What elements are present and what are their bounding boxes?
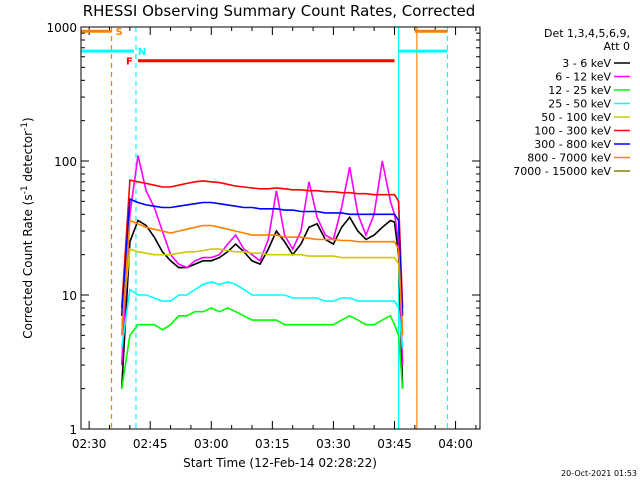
- y-tick-label: 100: [54, 155, 77, 169]
- axis-ticks: [81, 26, 480, 430]
- legend-label: 50 - 100 keV: [541, 111, 611, 124]
- series-line: [120, 248, 404, 325]
- flag-label: S: [116, 27, 123, 38]
- y-tick-label: 1: [69, 423, 77, 437]
- flag-label: F: [126, 57, 133, 68]
- x-axis-label: Start Time (12-Feb-14 02:28:22): [183, 456, 377, 470]
- y-tick-label: 1000: [46, 21, 77, 35]
- y-tick-labels: 1 10 100 1000: [46, 21, 77, 437]
- x-tick-label: 02:30: [72, 437, 107, 451]
- y-axis-label: Corrected Count Rate (s-1 detector-1): [20, 117, 35, 338]
- legend-header-1: Det 1,3,4,5,6,9,: [544, 27, 630, 40]
- legend-label: 12 - 25 keV: [548, 84, 611, 97]
- x-tick-label: 03:15: [255, 437, 290, 451]
- legend-label: 100 - 300 keV: [534, 125, 611, 138]
- legend-header-2: Att 0: [604, 40, 630, 53]
- timestamp: 20-Oct-2021 01:53: [561, 469, 637, 478]
- x-tick-label: 03:00: [194, 437, 229, 451]
- series-line: [120, 281, 404, 349]
- legend-label: 300 - 800 keV: [534, 138, 611, 151]
- series-line: [120, 219, 404, 336]
- chart-title: RHESSI Observing Summary Count Rates, Co…: [83, 2, 476, 20]
- flag-label: N: [138, 47, 146, 58]
- series-line: [120, 179, 404, 309]
- legend-label: 7000 - 15000 keV: [513, 165, 611, 178]
- series-lines: [120, 155, 404, 389]
- series-line: [120, 197, 404, 316]
- y-tick-label: 10: [62, 289, 77, 303]
- legend-label: 25 - 50 keV: [548, 98, 611, 111]
- legend-label: 3 - 6 keV: [562, 57, 611, 70]
- series-line: [120, 215, 404, 389]
- x-tick-label: 04:00: [438, 437, 473, 451]
- plot-frame: [80, 26, 481, 430]
- legend-label: 6 - 12 keV: [555, 71, 611, 84]
- x-tick-label: 02:45: [133, 437, 168, 451]
- series-line: [120, 307, 404, 389]
- x-tick-label: 03:45: [377, 437, 412, 451]
- x-tick-label: 03:30: [316, 437, 351, 451]
- legend-label: 800 - 7000 keV: [527, 152, 611, 165]
- x-tick-labels: 02:30 02:45 03:00 03:15 03:30 03:45 04:00: [72, 437, 473, 451]
- flag-bars: S NF: [81, 27, 448, 68]
